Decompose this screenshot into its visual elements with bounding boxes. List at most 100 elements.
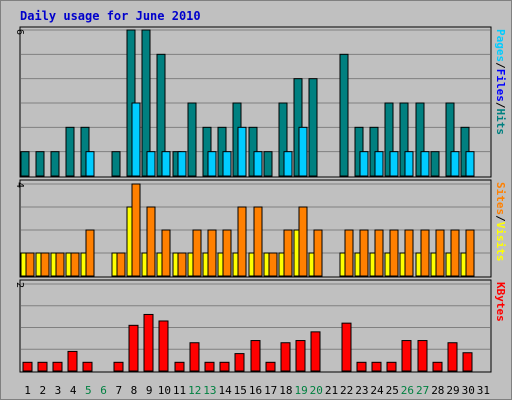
side-legend-kbytes: KBytes: [494, 282, 507, 322]
bar-sites-day-25: [389, 229, 399, 277]
legend-part: /: [494, 62, 507, 69]
x-tick-label: 29: [446, 384, 459, 397]
bar-sites-day-16: [253, 206, 263, 277]
bar-kbytes-day-30: [462, 352, 473, 372]
bar-kbytes-day-15: [234, 353, 245, 372]
x-tick-label: 26: [401, 384, 414, 397]
x-tick-label: 2: [39, 384, 46, 397]
bar-kbytes-day-25: [386, 361, 397, 372]
x-tick-label: 16: [249, 384, 262, 397]
y-max-label: 2: [14, 282, 25, 288]
bar-files-day-15: [237, 126, 247, 177]
x-tick-label: 31: [477, 384, 490, 397]
bar-sites-day-29: [450, 229, 460, 277]
legend-part: Pages: [494, 29, 507, 62]
bar-kbytes-day-26: [401, 340, 412, 372]
bar-sites-day-28: [435, 229, 445, 277]
bar-sites-day-5: [85, 229, 95, 277]
bar-files-day-14: [222, 151, 232, 177]
legend-part: /: [494, 102, 507, 109]
bar-sites-day-4: [70, 252, 80, 277]
bar-kbytes-day-17: [265, 361, 276, 372]
bar-files-day-11: [177, 151, 187, 177]
side-legend-hits: Pages/Files/Hits: [494, 29, 507, 135]
bar-files-day-18: [283, 151, 293, 177]
bar-sites-day-11: [177, 252, 187, 277]
bar-kbytes-day-23: [356, 361, 367, 372]
x-tick-label: 8: [131, 384, 138, 397]
bar-files-day-30: [465, 151, 475, 177]
x-tick-label: 17: [264, 384, 277, 397]
bar-kbytes-day-5: [82, 361, 93, 372]
y-max-label: 6: [14, 29, 25, 35]
bar-sites-day-8: [131, 183, 141, 277]
panel-hits: 6 Pages/Files/Hits: [14, 26, 507, 178]
x-tick-label: 27: [416, 384, 429, 397]
bar-hits-day-2: [35, 151, 45, 177]
bar-sites-day-27: [420, 229, 430, 277]
x-tick-label: 13: [203, 384, 216, 397]
bar-sites-day-10: [161, 229, 171, 277]
side-legend-visits: Sites/Visits: [494, 182, 507, 262]
bar-hits-day-10: [156, 53, 166, 177]
bar-kbytes-day-27: [417, 340, 428, 372]
bar-hits-day-27: [415, 102, 425, 177]
x-tick-label: 22: [340, 384, 353, 397]
bar-sites-day-15: [237, 206, 247, 277]
x-tick-label: 1: [24, 384, 31, 397]
bar-hits-day-20: [308, 78, 318, 177]
bar-kbytes-day-9: [143, 313, 154, 372]
bar-files-day-26: [404, 151, 414, 177]
bar-sites-day-1: [25, 252, 35, 277]
bar-files-day-16: [253, 151, 263, 177]
x-tick-label: 6: [100, 384, 107, 397]
bar-kbytes-day-1: [22, 361, 33, 372]
bar-files-day-29: [450, 151, 460, 177]
bar-hits-day-29: [445, 102, 455, 177]
x-tick-label: 7: [115, 384, 122, 397]
bar-files-day-24: [374, 151, 384, 177]
bar-kbytes-day-29: [447, 342, 458, 372]
x-tick-label: 25: [386, 384, 399, 397]
bar-kbytes-day-19: [295, 340, 306, 372]
bar-files-day-23: [359, 151, 369, 177]
bar-hits-day-18: [278, 102, 288, 177]
bar-sites-day-7: [116, 252, 126, 277]
bar-files-day-8: [131, 102, 141, 177]
bar-kbytes-day-20: [310, 331, 321, 372]
bar-sites-day-26: [404, 229, 414, 277]
x-tick-label: 19: [294, 384, 307, 397]
x-tick-label: 24: [370, 384, 384, 397]
bar-kbytes-day-24: [371, 361, 382, 372]
panel-kbytes: 2 KBytes: [14, 279, 507, 373]
x-axis-labels: 1 2 3 4 5 6 7 8 9 10 11 12 13 14 15 16 17 18 19 20 21 22 23 24 2…: [24, 384, 490, 397]
x-tick-label: 9: [146, 384, 153, 397]
bar-sites-day-17: [268, 252, 278, 277]
x-tick-label: 14: [218, 384, 232, 397]
x-tick-label: 18: [279, 384, 292, 397]
bar-sites-day-30: [465, 229, 475, 277]
bar-sites-day-13: [207, 229, 217, 277]
bar-hits-day-4: [65, 126, 75, 177]
bar-kbytes-day-22: [341, 322, 352, 372]
x-tick-label: 10: [158, 384, 171, 397]
bar-files-day-25: [389, 151, 399, 177]
bar-sites-day-24: [374, 229, 384, 277]
legend-part: Files: [494, 69, 507, 102]
legend-part: KBytes: [494, 282, 507, 322]
bar-files-day-10: [161, 151, 171, 177]
bar-files-day-9: [146, 151, 156, 177]
x-tick-label: 30: [462, 384, 475, 397]
bar-kbytes-day-3: [52, 361, 63, 372]
bar-sites-day-20: [313, 229, 323, 277]
bar-files-day-13: [207, 151, 217, 177]
bar-hits-day-1: [20, 151, 30, 177]
bar-kbytes-day-4: [67, 350, 78, 372]
bar-sites-day-9: [146, 206, 156, 277]
legend-part: Sites: [494, 182, 507, 215]
bar-kbytes-day-7: [113, 361, 124, 372]
bar-hits-day-9: [141, 29, 151, 177]
bar-sites-day-23: [359, 229, 369, 277]
x-tick-label: 5: [85, 384, 92, 397]
